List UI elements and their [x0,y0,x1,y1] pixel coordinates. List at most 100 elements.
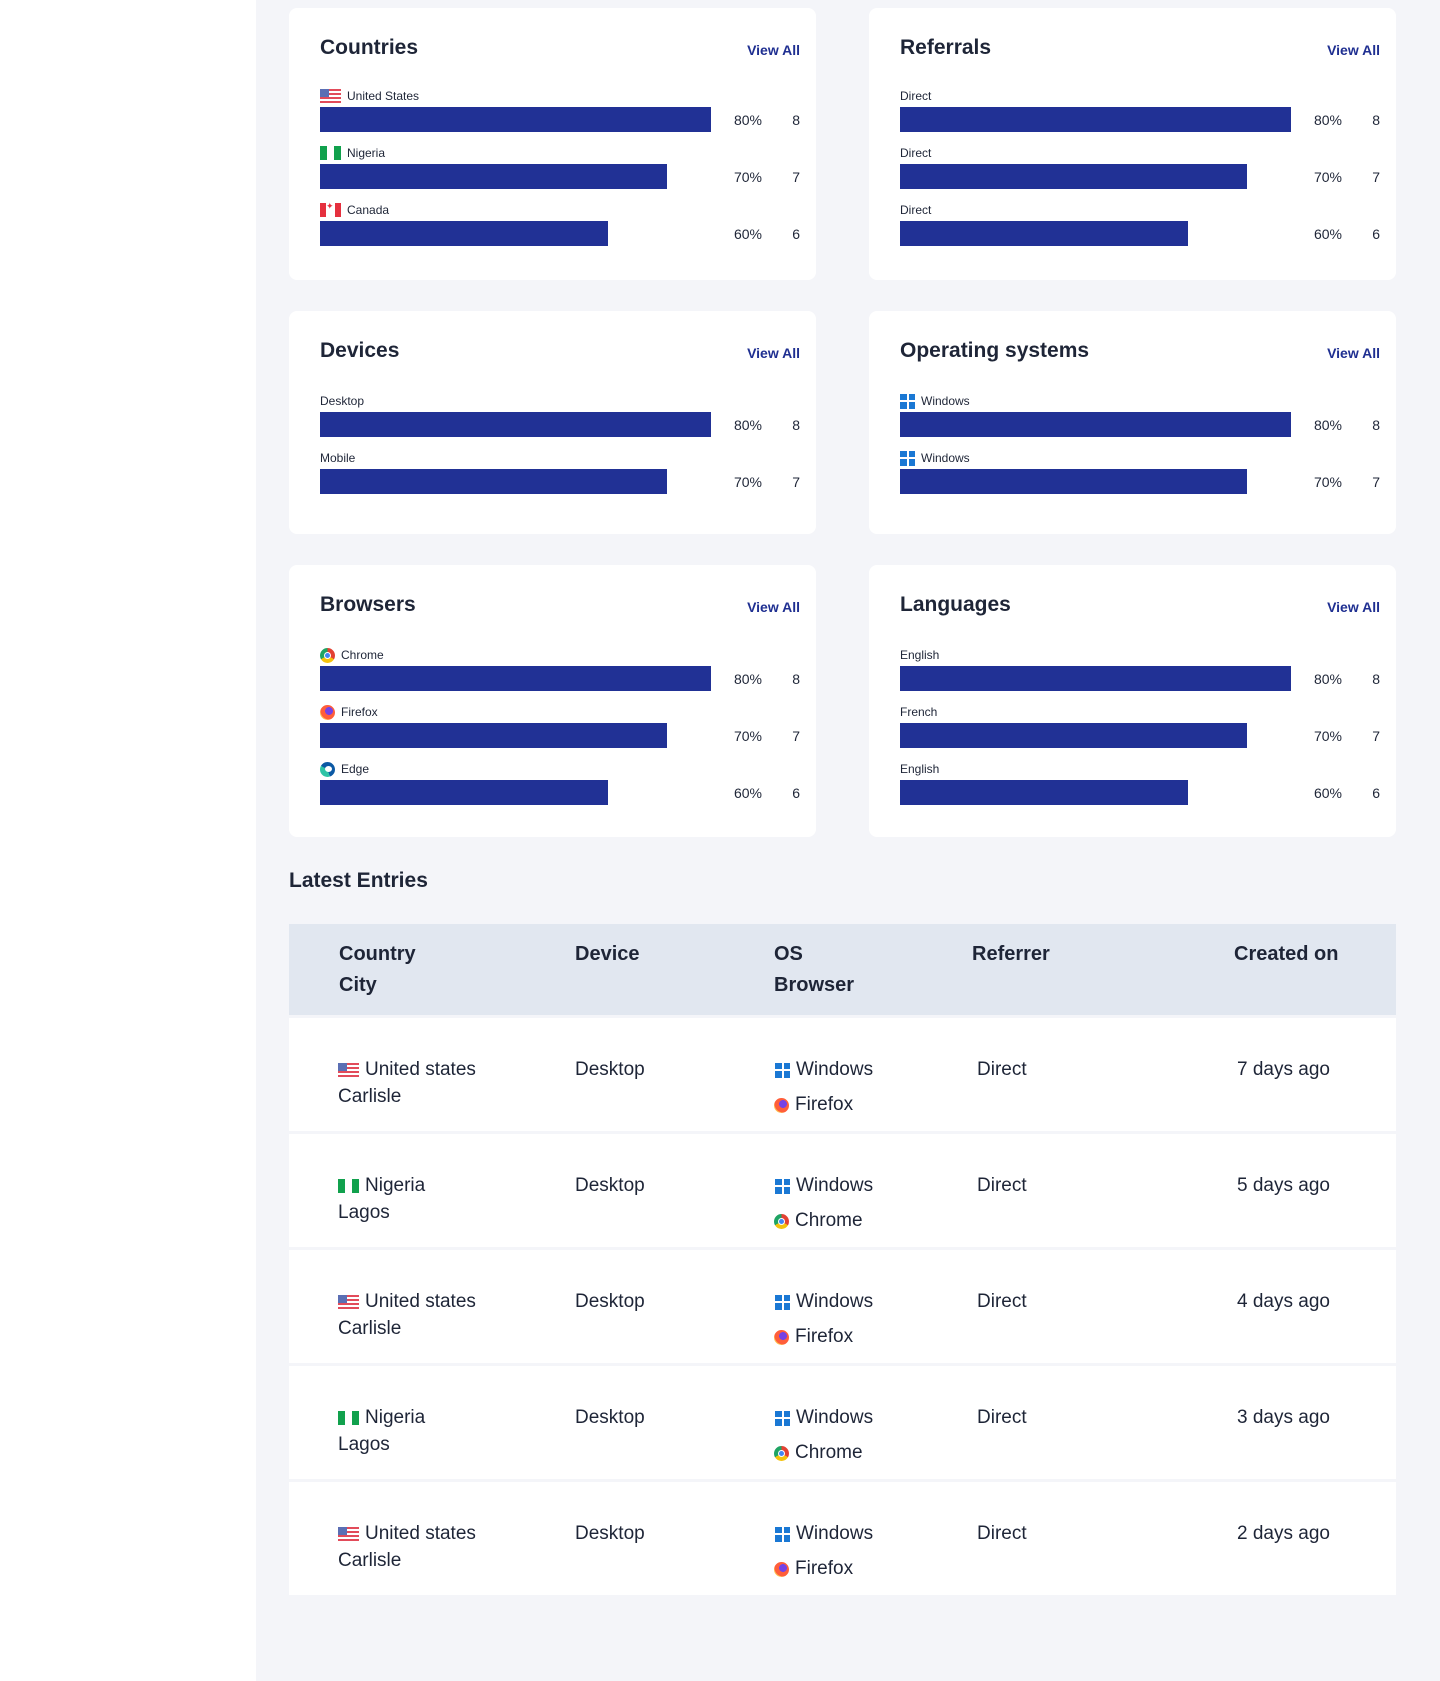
metric-count: 6 [1372,785,1380,801]
view-all-link[interactable]: View All [1327,42,1380,58]
table-row[interactable]: United states Carlisle Desktop Windows F… [289,1482,1396,1595]
referrer-value: Direct [977,1523,1027,1544]
card-title: Languages [900,593,1011,616]
metric-label: Windows [921,451,970,465]
view-all-link[interactable]: View All [747,345,800,361]
metric-row: United States 80% 8 [320,88,800,145]
metric-count: 8 [1372,417,1380,433]
metric-label: Desktop [320,394,365,408]
country-value: Nigeria [365,1407,426,1428]
metric-count: 8 [792,417,800,433]
metric-percent: 60% [1313,785,1342,801]
metric-label: French [900,705,938,719]
metric-percent: 80% [733,417,762,433]
header-created-on: Created on [1234,943,1339,965]
view-all-link[interactable]: View All [1327,599,1380,615]
city-value: Carlisle [338,1318,402,1339]
countries-card: Countries View All United States 80% 8 N… [289,8,816,280]
firefox-icon [774,1097,789,1113]
card-title: Operating systems [900,339,1090,362]
flag-ng-icon [338,1411,359,1425]
chrome-icon [320,647,335,663]
bar-fill [900,221,1189,246]
view-all-link[interactable]: View All [1327,345,1380,361]
created-on-value: 2 days ago [1237,1523,1330,1544]
city-value: Carlisle [338,1550,402,1571]
flag-ca-icon [320,201,341,217]
bar-track [900,723,1291,748]
metric-row: Edge 60% 6 [320,761,800,818]
metric-row: Direct 80% 8 [900,88,1380,145]
metric-label: English [900,648,940,662]
metric-row: Chrome 80% 8 [320,647,800,704]
windows-icon [775,1294,790,1310]
latest-entries-title: Latest Entries [289,869,428,892]
browser-value: Firefox [795,1094,854,1115]
metric-label: English [900,762,940,776]
metric-row: English 80% 8 [900,647,1380,704]
metric-row: Nigeria 70% 7 [320,145,800,202]
metric-percent: 80% [733,112,762,128]
metric-label: Direct [900,89,932,103]
header-referrer: Referrer [972,943,1050,965]
referrer-value: Direct [977,1175,1027,1196]
bar-track [900,164,1291,189]
bar-track [900,221,1291,246]
device-value: Desktop [575,1523,645,1544]
metric-row: Firefox 70% 7 [320,704,800,761]
card-title: Devices [320,339,400,362]
card-title: Referrals [900,36,992,59]
bar-fill [900,780,1189,805]
country-value: United states [365,1291,476,1312]
metric-count: 7 [792,474,800,490]
flag-us-icon [338,1295,359,1309]
city-value: Lagos [338,1202,390,1223]
created-on-value: 7 days ago [1237,1059,1330,1080]
bar-track [900,666,1291,691]
table-row[interactable]: United states Carlisle Desktop Windows F… [289,1018,1396,1131]
bar-track [320,723,711,748]
browser-value: Firefox [795,1558,854,1579]
country-value: United states [365,1059,476,1080]
view-all-link[interactable]: View All [747,42,800,58]
table-row[interactable]: Nigeria Lagos Desktop Windows Chrome Dir… [289,1366,1396,1479]
metric-count: 7 [792,169,800,185]
view-all-link[interactable]: View All [747,599,800,615]
edge-icon [320,761,335,777]
os-value: Windows [796,1291,874,1312]
metric-count: 6 [792,226,800,242]
flag-ng-icon [338,1179,359,1193]
metric-percent: 80% [733,671,762,687]
metric-count: 8 [1372,112,1380,128]
referrer-value: Direct [977,1291,1027,1312]
created-on-value: 5 days ago [1237,1175,1330,1196]
os-value: Windows [796,1175,874,1196]
bar-fill [900,164,1247,189]
flag-us-icon [338,1063,359,1077]
bar-track [900,412,1291,437]
languages-card: Languages View All English 80% 8 French … [869,565,1396,837]
os-value: Windows [796,1059,874,1080]
windows-icon [900,393,915,409]
devices-card: Devices View All Desktop 80% 8 Mobile 70… [289,311,816,534]
bar-fill [320,723,667,748]
metric-label: Mobile [320,451,356,465]
table-row[interactable]: Nigeria Lagos Desktop Windows Chrome Dir… [289,1134,1396,1247]
metric-row: Canada 60% 6 [320,201,800,259]
os-value: Windows [796,1523,874,1544]
metric-percent: 70% [1313,169,1342,185]
header-device: Device [575,943,640,965]
metric-count: 8 [792,671,800,687]
header-country: Country [339,943,416,965]
device-value: Desktop [575,1407,645,1428]
bar-track [320,780,711,805]
sidebar [0,0,256,1681]
bar-fill [320,107,711,132]
browser-value: Chrome [795,1442,863,1463]
firefox-icon [320,704,335,720]
city-value: Carlisle [338,1086,402,1107]
metric-count: 7 [1372,169,1380,185]
table-row[interactable]: United states Carlisle Desktop Windows F… [289,1250,1396,1363]
header-os: OS [774,943,803,965]
metric-label: Firefox [341,705,378,719]
